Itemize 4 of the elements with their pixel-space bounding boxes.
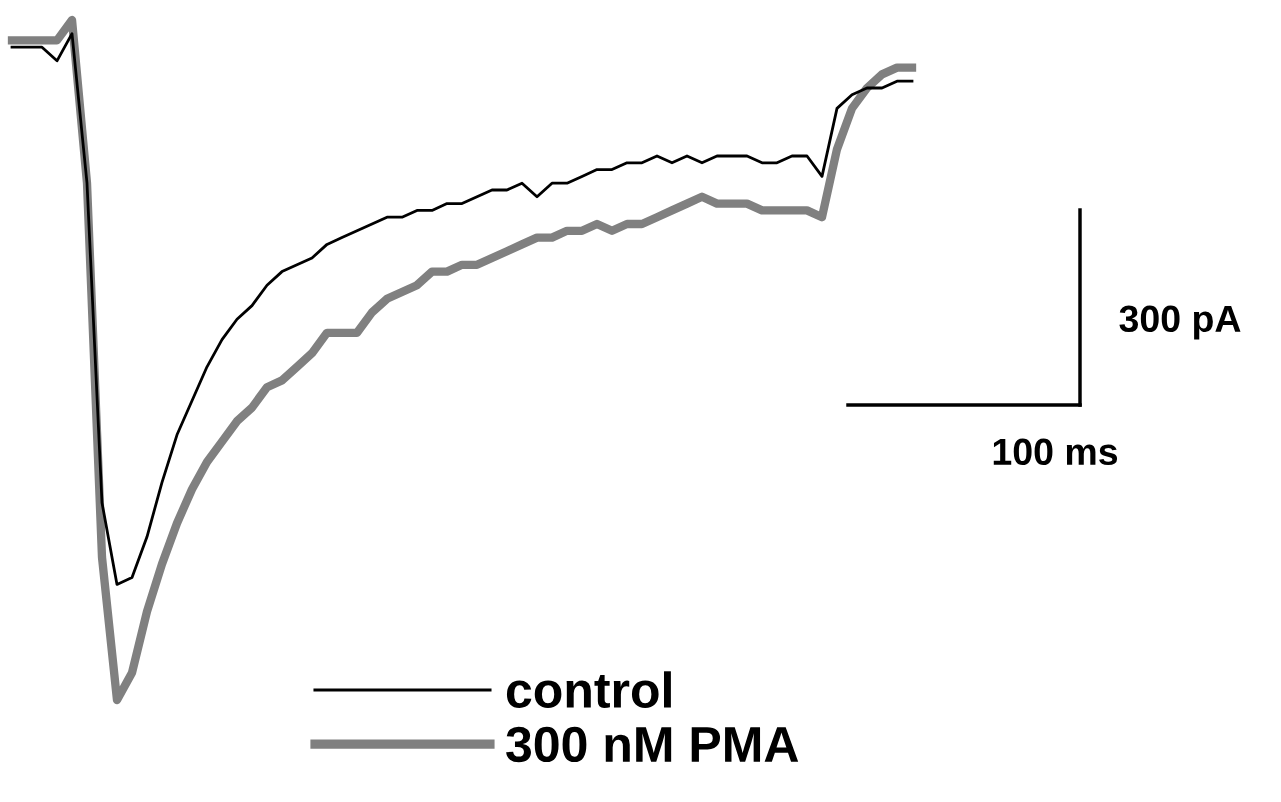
legend-label: control [506,671,671,709]
legend-label: 300 nM PMA [506,726,799,763]
text: 100 ms [993,438,1118,466]
text: 300 pA [1119,305,1241,340]
